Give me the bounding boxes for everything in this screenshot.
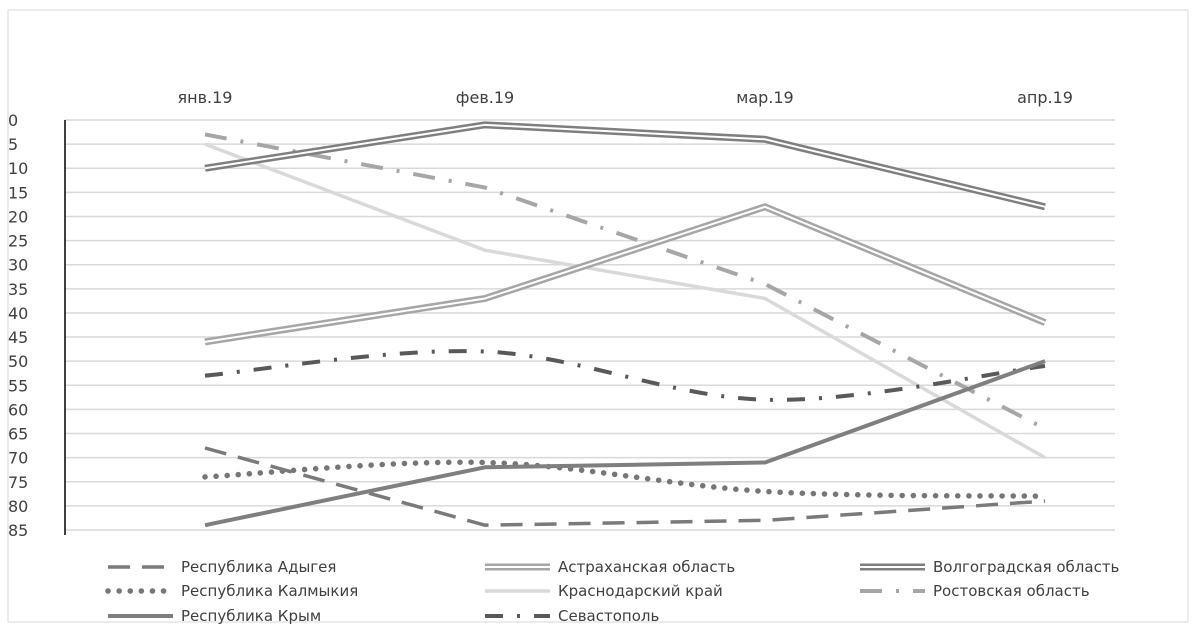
legend-label: Краснодарский край	[558, 582, 723, 600]
y-tick-label: 20	[8, 207, 28, 226]
series-line-0	[204, 446, 1046, 527]
series-line-3	[202, 459, 1048, 499]
series-line-4	[204, 142, 1046, 460]
x-tick-label: фев.19	[456, 88, 514, 107]
legend-label: Ростовская область	[933, 582, 1090, 600]
legend-item: Республика Калмыкия	[105, 582, 358, 600]
legend-label: Астраханская область	[558, 558, 735, 576]
series-line-5	[204, 132, 1046, 431]
x-tick-label: янв.19	[178, 88, 233, 107]
x-axis-category-labels: янв.19 фев.19 мар.19 апр.19	[178, 88, 1073, 107]
y-tick-label: 15	[8, 183, 28, 202]
legend-item: Ростовская область	[860, 582, 1090, 600]
series-line-6	[204, 359, 1046, 528]
legend: Республика Адыгея Астраханская область Вол…	[105, 558, 1119, 624]
y-tick-label: 25	[8, 232, 28, 251]
legend-label: Республика Калмыкия	[181, 582, 358, 600]
legend-item: Краснодарский край	[485, 582, 723, 600]
y-tick-label: 5	[8, 135, 18, 154]
y-tick-label: 70	[8, 449, 28, 468]
y-tick-label: 75	[8, 473, 28, 492]
legend-label: Волгоградская область	[933, 558, 1119, 576]
series-line-2	[204, 121, 1046, 211]
y-tick-label: 65	[8, 425, 28, 444]
y-tick-label: 0	[8, 111, 18, 130]
legend-label: Севастополь	[558, 607, 659, 624]
legend-item: Республика Крым	[108, 607, 321, 624]
y-tick-label: 10	[8, 159, 28, 178]
x-tick-label: мар.19	[736, 88, 793, 107]
y-axis-tick-labels: 0 5 10 15 20 25 30 35 40 45 50 55 60 65 70 75 80 85	[8, 111, 28, 540]
legend-item: Волгоградская область	[860, 558, 1119, 576]
legend-item: Севастополь	[485, 607, 659, 624]
legend-label: Республика Адыгея	[181, 558, 336, 576]
series-line-1	[204, 203, 1047, 346]
y-tick-label: 45	[8, 328, 28, 347]
legend-item: Республика Адыгея	[108, 558, 336, 576]
y-tick-label: 30	[8, 256, 28, 275]
legend-label: Республика Крым	[181, 607, 321, 624]
y-tick-label: 50	[8, 352, 28, 371]
x-tick-label: апр.19	[1017, 88, 1073, 107]
legend-item: Астраханская область	[485, 558, 735, 576]
chart-border	[7, 9, 1189, 623]
y-tick-label: 55	[8, 376, 28, 395]
y-tick-label: 40	[8, 304, 28, 323]
y-tick-label: 35	[8, 280, 28, 299]
series-lines	[202, 121, 1048, 528]
y-tick-label: 80	[8, 497, 28, 516]
y-tick-label: 60	[8, 400, 28, 419]
y-tick-label: 85	[8, 521, 28, 540]
